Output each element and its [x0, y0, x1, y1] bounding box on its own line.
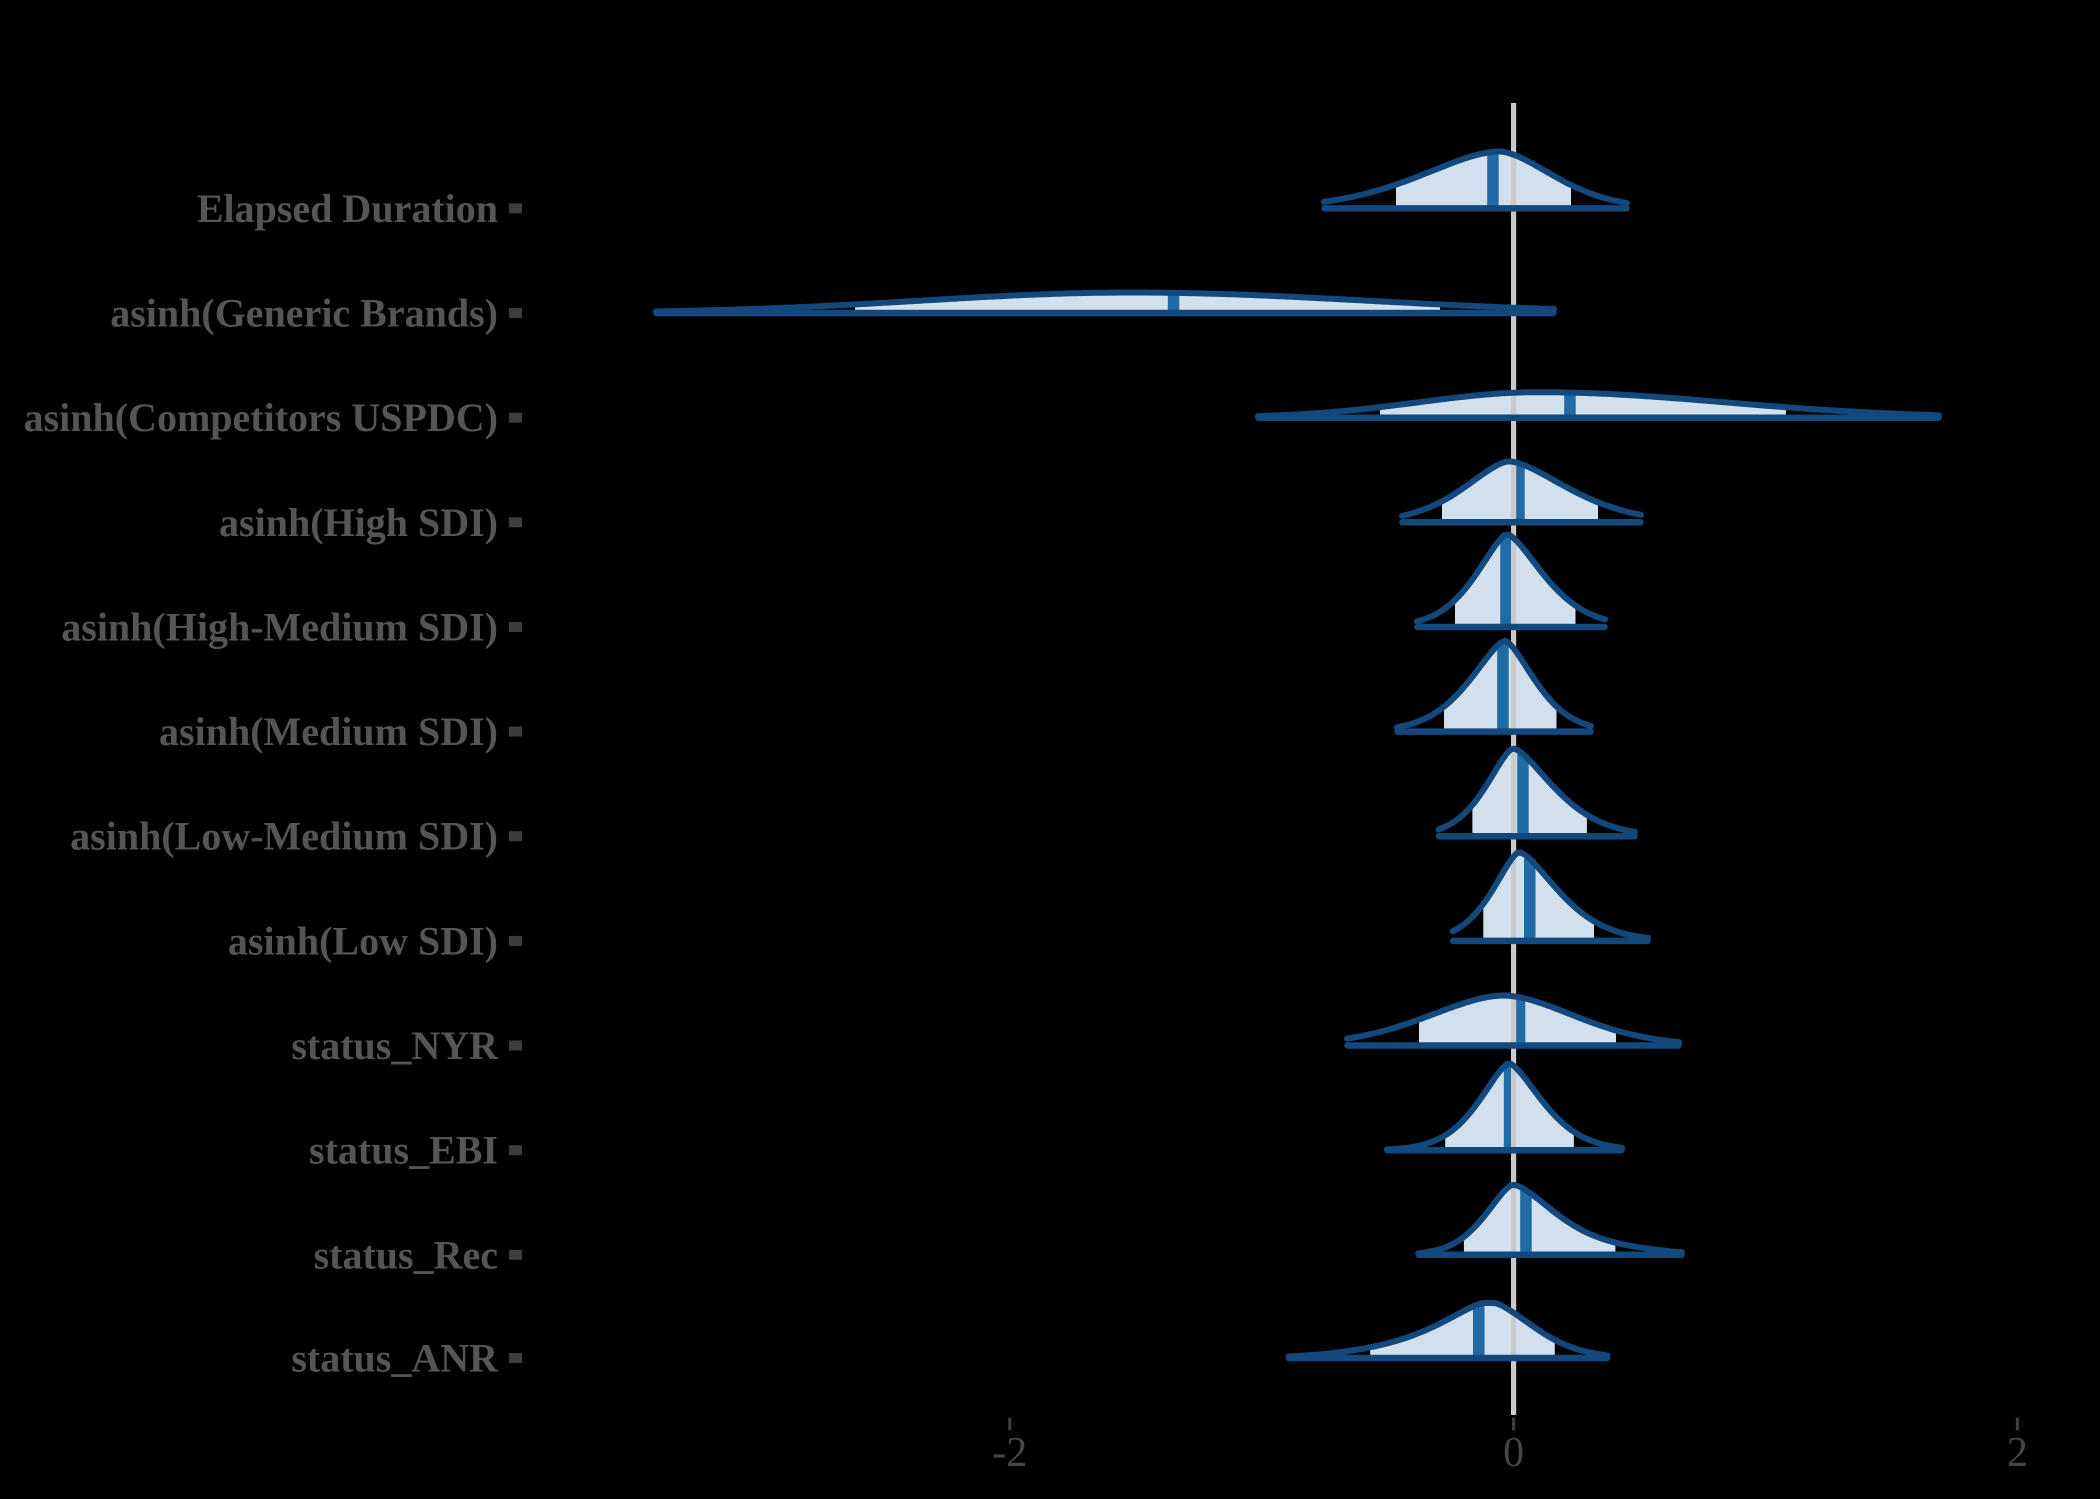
svg-text:asinh(High-Medium SDI): asinh(High-Medium SDI)	[61, 605, 498, 650]
svg-text:status_EBI: status_EBI	[309, 1128, 498, 1173]
svg-text:asinh(Competitors USPDC): asinh(Competitors USPDC)	[24, 395, 498, 440]
svg-text:0: 0	[1503, 1430, 1524, 1476]
svg-text:asinh(Low SDI): asinh(Low SDI)	[228, 918, 498, 963]
svg-text:asinh(Low-Medium SDI): asinh(Low-Medium SDI)	[70, 814, 498, 859]
svg-text:status_Rec: status_Rec	[314, 1232, 498, 1277]
svg-text:Elapsed Duration: Elapsed Duration	[197, 186, 498, 231]
svg-text:asinh(High SDI): asinh(High SDI)	[219, 500, 498, 545]
svg-text:status_ANR: status_ANR	[291, 1336, 499, 1381]
svg-text:asinh(Generic Brands): asinh(Generic Brands)	[110, 291, 498, 336]
svg-text:2: 2	[2007, 1430, 2028, 1476]
svg-text:-2: -2	[992, 1430, 1027, 1476]
svg-text:status_NYR: status_NYR	[291, 1023, 499, 1068]
svg-text:asinh(Medium SDI): asinh(Medium SDI)	[159, 709, 498, 754]
